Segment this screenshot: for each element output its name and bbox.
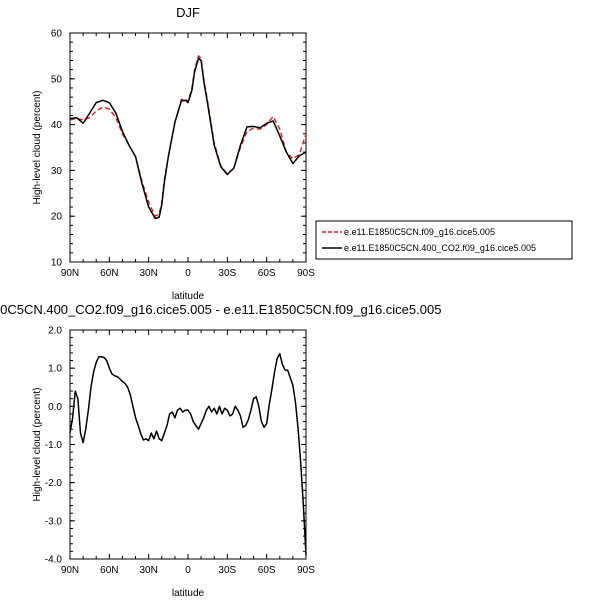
x-tick-label: 30N	[139, 268, 157, 279]
y-tick-label: 20	[51, 212, 63, 223]
chart-title: DJF	[176, 5, 200, 20]
y-axis-title: High-level cloud (percent)	[32, 91, 43, 205]
chart-panel-2: e.e11.E1850C5CN.400_CO2.f09_g16.cice5.00…	[0, 302, 441, 599]
x-tick-label: 60S	[258, 268, 276, 279]
legend-label: e.e11.E1850C5CN.400_CO2.f09_g16.cice5.00…	[344, 243, 536, 253]
legend-box	[315, 220, 573, 260]
plot-frame	[69, 329, 307, 560]
series-line-2	[69, 57, 307, 220]
x-tick-label: 90S	[297, 565, 315, 576]
x-tick-label: 90N	[61, 565, 79, 576]
y-tick-label: -3.0	[45, 516, 63, 527]
series-line-1	[69, 352, 307, 556]
y-tick-label: 50	[51, 74, 63, 85]
x-axis-title: latitude	[172, 291, 205, 302]
y-tick-label: 40	[51, 120, 63, 131]
y-tick-label: 2.0	[48, 326, 62, 337]
legend-label: e.e11.E1850C5CN.f09_g16.cice5.005	[344, 227, 495, 237]
x-tick-label: 60S	[258, 565, 276, 576]
x-tick-label: 90N	[61, 268, 79, 279]
y-tick-label: -4.0	[45, 555, 63, 566]
chart-panel-1: DJF 90N 60N 30N 0 30S 60S 90S 10 20 30 40 50 60 latitu…	[32, 5, 573, 302]
y-tick-label: -1.0	[45, 440, 63, 451]
y-tick-label: -2.0	[45, 478, 63, 489]
x-tick-label: 0	[185, 565, 191, 576]
y-tick-label: 10	[51, 258, 63, 269]
y-tick-label: 1.0	[48, 364, 62, 375]
x-tick-label: 60N	[100, 565, 118, 576]
x-axis-title: latitude	[172, 588, 205, 599]
plot-frame	[69, 32, 307, 263]
series-line-1	[69, 55, 307, 217]
x-tick-label: 90S	[297, 268, 315, 279]
y-tick-label: 30	[51, 166, 63, 177]
x-tick-label: 30S	[218, 565, 236, 576]
y-axis-title: High-level cloud (percent)	[32, 388, 43, 502]
x-tick-label: 0	[185, 268, 191, 279]
chart-title: e.e11.E1850C5CN.400_CO2.f09_g16.cice5.00…	[0, 302, 441, 317]
x-tick-label: 30S	[218, 268, 236, 279]
x-tick-label: 30N	[139, 565, 157, 576]
y-tick-label: 0.0	[48, 402, 62, 413]
y-tick-label: 60	[51, 29, 63, 40]
x-tick-label: 60N	[100, 268, 118, 279]
